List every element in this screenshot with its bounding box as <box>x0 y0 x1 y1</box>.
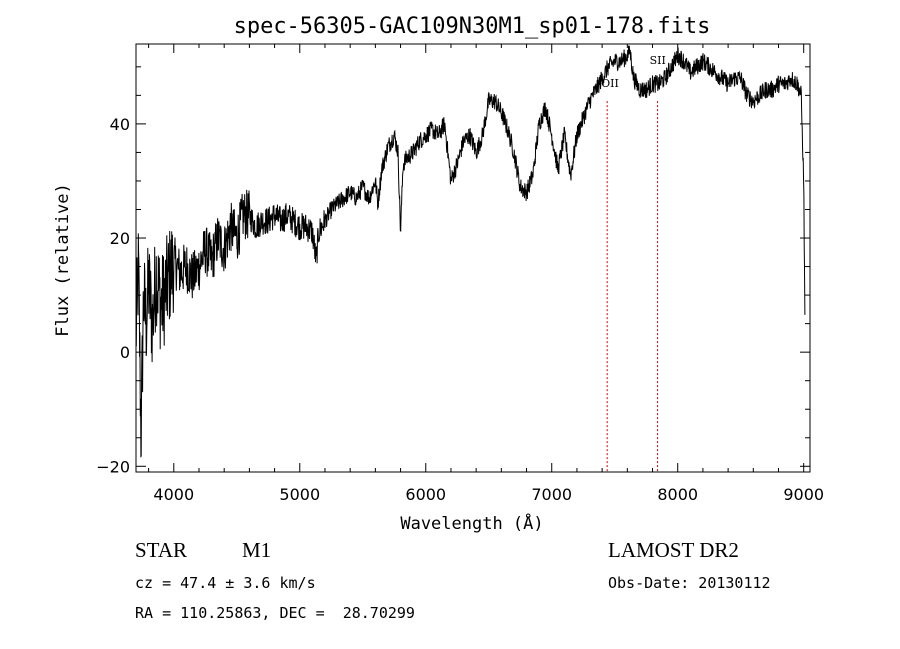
redshift-value: cz = 47.4 ± 3.6 km/s <box>135 574 316 592</box>
plot-frame <box>135 43 811 473</box>
object-subclass: M1 <box>242 538 272 562</box>
y-tick-label: 20 <box>110 229 130 248</box>
y-tick-label: −20 <box>96 457 130 476</box>
x-tick-label: 7000 <box>531 485 572 504</box>
x-tick-label: 9000 <box>783 485 824 504</box>
obs-date: Obs-Date: 20130112 <box>608 574 771 592</box>
y-axis: −20 0 20 40 <box>96 66 810 476</box>
emission-line-markers: OII SII <box>601 54 666 472</box>
y-tick-label: 40 <box>110 115 130 134</box>
x-tick-label: 6000 <box>405 485 446 504</box>
coordinates: RA = 110.25863, DEC = 28.70299 <box>135 604 415 622</box>
y-axis-label: Flux (relative) <box>53 183 73 337</box>
object-class: STAR <box>135 538 187 562</box>
x-axis-label: Wavelength (Å) <box>400 512 543 534</box>
x-tick-label: 4000 <box>153 485 194 504</box>
line-label-oii: OII <box>601 77 619 90</box>
x-tick-label: 8000 <box>657 485 698 504</box>
survey-name: LAMOST DR2 <box>608 538 739 562</box>
chart-title: spec-56305-GAC109N30M1_sp01-178.fits <box>234 14 711 39</box>
line-label-sii: SII <box>650 54 666 67</box>
x-tick-label: 5000 <box>279 485 320 504</box>
y-tick-label: 0 <box>120 343 130 362</box>
spectrum-line <box>135 45 806 458</box>
x-axis: 4000 5000 6000 7000 8000 9000 <box>148 44 824 504</box>
